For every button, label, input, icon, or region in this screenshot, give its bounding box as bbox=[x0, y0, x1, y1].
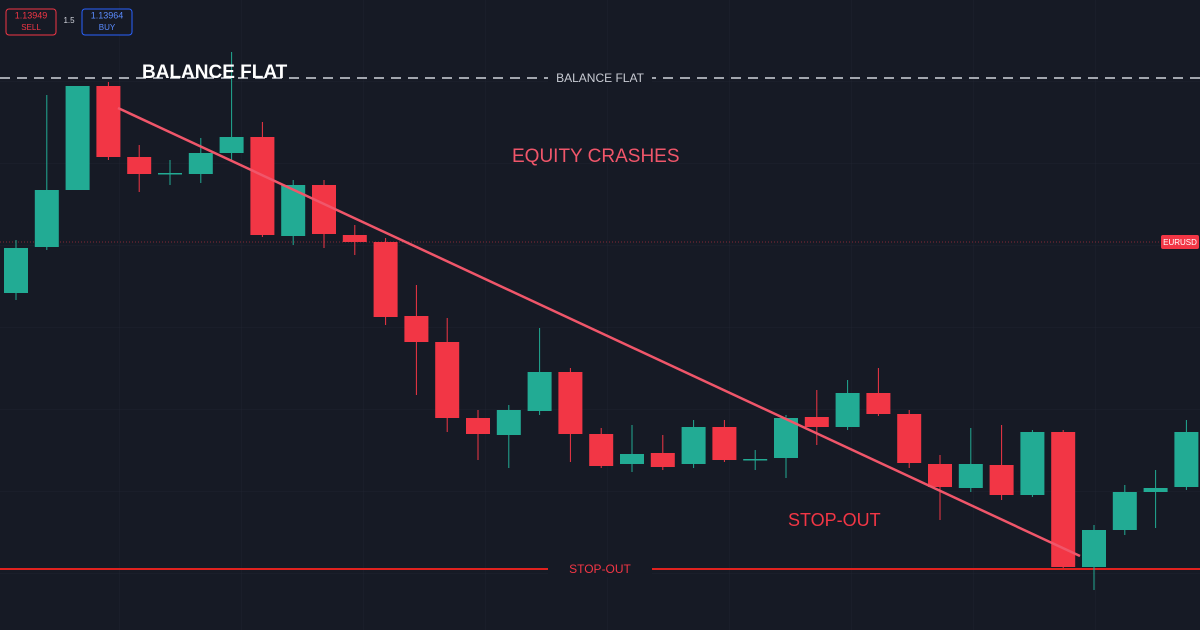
candle-body bbox=[681, 427, 706, 464]
annotation: STOP-OUT bbox=[788, 510, 881, 530]
candle-body bbox=[1143, 488, 1168, 492]
sell-price: 1.13949 bbox=[15, 10, 48, 20]
annotation: EQUITY CRASHES bbox=[512, 146, 680, 167]
trend-line bbox=[117, 106, 1081, 558]
candle-body bbox=[65, 86, 90, 190]
candle-body bbox=[496, 410, 521, 435]
candle-body bbox=[342, 235, 367, 242]
sell-label: SELL bbox=[21, 23, 41, 32]
candle-body bbox=[558, 372, 583, 434]
level-label: BALANCE FLAT bbox=[556, 71, 644, 85]
spread: 1.5 bbox=[63, 16, 75, 25]
candle-body bbox=[127, 157, 152, 174]
candle-body bbox=[650, 453, 675, 467]
candle-body bbox=[712, 427, 737, 460]
candle-body bbox=[928, 464, 952, 487]
buy-label: BUY bbox=[99, 23, 116, 32]
candle-body bbox=[466, 418, 490, 434]
candle-body bbox=[774, 418, 798, 458]
candle-body bbox=[897, 414, 922, 463]
candle-body bbox=[96, 86, 121, 157]
candle-body bbox=[1020, 432, 1045, 495]
candle-body bbox=[1082, 530, 1106, 567]
candle-body bbox=[404, 316, 429, 342]
candle-body bbox=[250, 137, 275, 235]
candle-body bbox=[866, 393, 891, 414]
candle-body bbox=[312, 185, 336, 234]
candle-body bbox=[620, 454, 644, 464]
last-price-label: EURUSD bbox=[1163, 238, 1197, 247]
candle-body bbox=[188, 153, 213, 174]
level-label-bg bbox=[548, 561, 652, 577]
last-price-tag bbox=[1161, 235, 1199, 249]
candle-body bbox=[804, 417, 829, 427]
candle-body bbox=[1051, 432, 1076, 567]
buy-price: 1.13964 bbox=[91, 10, 124, 20]
level-label-bg bbox=[548, 70, 652, 86]
annotation: BALANCE FLAT bbox=[142, 62, 288, 83]
candle-body bbox=[989, 465, 1014, 495]
candle-body bbox=[743, 459, 768, 461]
candle-body bbox=[1112, 492, 1137, 530]
candle-body bbox=[158, 173, 182, 175]
candle-body bbox=[34, 190, 59, 247]
candle-body bbox=[1174, 432, 1199, 487]
candle-body bbox=[373, 242, 398, 317]
candle-body bbox=[219, 137, 244, 153]
buy-box[interactable] bbox=[81, 8, 133, 36]
candle-body bbox=[4, 248, 28, 293]
candle-body bbox=[435, 342, 460, 418]
level-label: STOP-OUT bbox=[569, 562, 631, 576]
candle-body bbox=[527, 372, 552, 411]
sell-box[interactable] bbox=[5, 8, 57, 36]
candle-body bbox=[589, 434, 614, 466]
candle-body bbox=[958, 464, 983, 488]
candle-body bbox=[835, 393, 860, 427]
